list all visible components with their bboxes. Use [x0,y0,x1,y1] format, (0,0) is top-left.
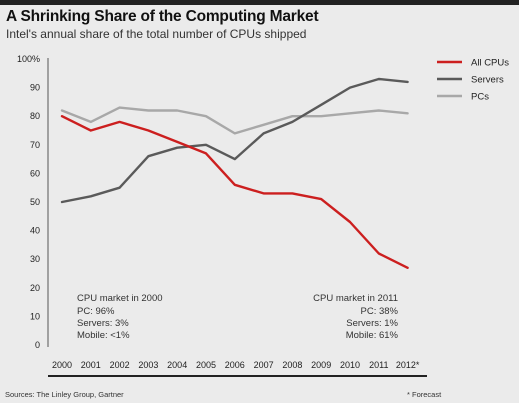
x-tick-label: 2003 [138,360,158,370]
annotation-2000-line-2: PC: 96% [77,306,115,317]
legend: All CPUs Servers PCs [437,58,509,103]
x-tick-label: 2000 [52,360,72,370]
x-tick-label: 2007 [254,360,274,370]
legend-label: PCs [471,92,489,103]
x-tick-label: 2009 [311,360,331,370]
x-tick-label: 2002 [110,360,130,370]
x-tick-label: 2010 [340,360,360,370]
series-line-all-cpus [60,114,409,269]
annotation-2000-line-3: Servers: 3% [77,318,129,329]
y-tick-label: 70 [30,140,40,150]
forecast-footnote: * Forecast [407,390,442,399]
x-tick-label: 2005 [196,360,216,370]
y-tick-label: 20 [30,283,40,293]
x-tick-label: 2011 [369,360,388,370]
x-tick-label: 2008 [282,360,302,370]
annotation-2011-line-3: Servers: 1% [346,318,398,329]
x-tick-label: 2012* [396,360,420,370]
annotation-2011-line-1: CPU market in 2011 [313,293,398,304]
legend-label: All CPUs [471,58,509,69]
x-tick-label: 2001 [81,360,101,370]
y-tick-label: 80 [30,111,40,121]
y-tick-label: 40 [30,226,40,236]
y-tick-labels: 0 10 20 30 40 50 60 70 80 90 100% [17,54,40,350]
x-tick-labels: 2000 2001 2002 2003 2004 2005 2006 2007 2008 2009… [52,360,420,370]
annotation-2000-line-4: Mobile: <1% [77,330,130,341]
y-tick-label: 100% [17,54,40,64]
chart-title: A Shrinking Share of the Computing Marke… [6,8,319,25]
annotation-2011-line-2: PC: 38% [361,306,399,317]
y-tick-label: 60 [30,168,40,178]
y-tick-label: 30 [30,254,40,264]
y-tick-label: 90 [30,83,40,93]
annotation-2011-line-4: Mobile: 61% [346,330,399,341]
y-tick-label: 50 [30,197,40,207]
annotation-2011: CPU market in 2011 PC: 38% Servers: 1% M… [313,293,398,341]
annotation-2000-line-1: CPU market in 2000 [77,293,163,304]
annotation-2000: CPU market in 2000 PC: 96% Servers: 3% M… [77,293,163,341]
chart-subtitle: Intel's annual share of the total number… [6,27,307,41]
y-tick-label: 0 [35,340,40,350]
x-tick-label: 2004 [167,360,187,370]
legend-label: Servers [471,75,504,86]
series-lines [60,77,409,269]
series-line-pcs [60,106,409,135]
title-bar [0,0,519,5]
y-tick-label: 10 [30,311,40,321]
x-tick-label: 2006 [225,360,245,370]
source-note: Sources: The Linley Group, Gartner [5,390,124,399]
